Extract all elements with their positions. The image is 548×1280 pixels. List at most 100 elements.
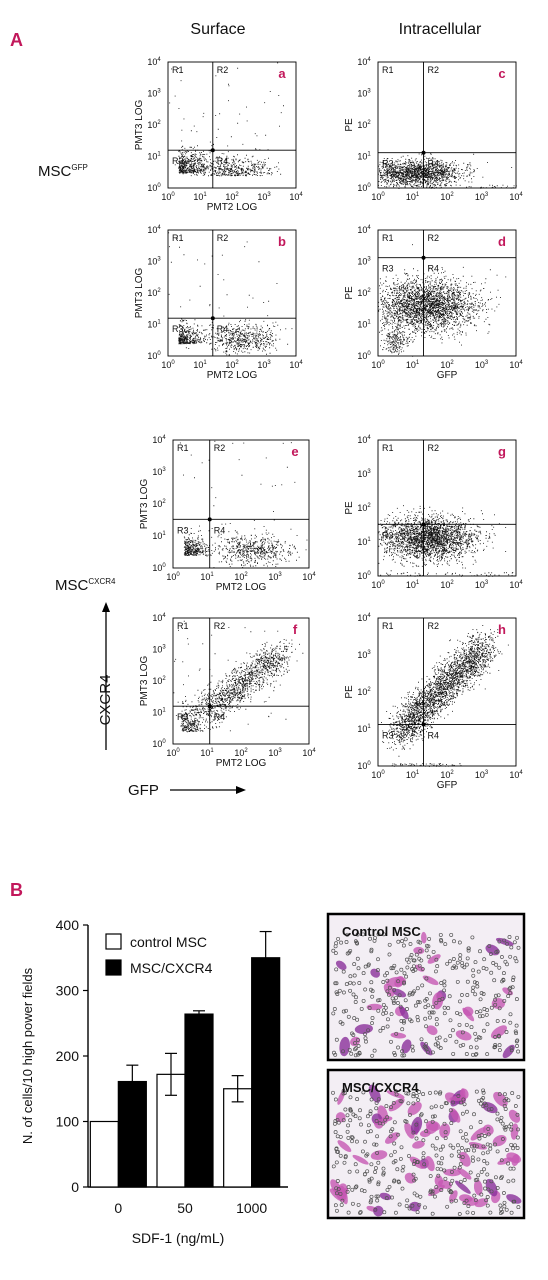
x-tick-label: 104	[509, 360, 523, 370]
stained-cell	[426, 1025, 438, 1036]
y-axis-label: PMT3 LOG	[134, 268, 145, 319]
panel-letter-c: c	[498, 66, 505, 81]
x-tick-exponent: 4	[519, 580, 523, 586]
stained-cell	[338, 1183, 348, 1195]
stained-cell	[339, 1036, 350, 1057]
quadrant-label-r1: R1	[172, 233, 184, 243]
x-tick-exponent: 0	[381, 770, 385, 776]
x-tick-exponent: 3	[278, 572, 282, 578]
y-tick-label: 101	[147, 320, 161, 330]
x-axis-label: GFP	[437, 780, 458, 791]
quadrant-label-r2: R2	[214, 621, 226, 631]
x-tick-exponent: 1	[416, 360, 420, 366]
y-tick-exponent: 2	[367, 120, 371, 126]
y-tick-exponent: 4	[367, 225, 371, 231]
y-tick-label: 104	[357, 435, 371, 445]
x-tick-exponent: 1	[210, 748, 214, 754]
scatter-dots	[378, 153, 517, 189]
y-tick-exponent: 4	[162, 613, 166, 619]
stained-cell	[385, 1132, 400, 1144]
x-tick-label: 100	[371, 580, 385, 590]
x-tick-exponent: 1	[416, 580, 420, 586]
x-tick-exponent: 1	[416, 192, 420, 198]
migration-bar-chart: 0 100 200 300 400 N. of cells/10 high power f…	[20, 917, 288, 1246]
x-tick-label: 102	[234, 572, 248, 582]
x-tick-label: 100	[166, 572, 180, 582]
quadrant-label-r2: R2	[428, 65, 440, 75]
y-tick-label: 104	[147, 57, 161, 67]
x-tick-label: 100	[371, 192, 385, 202]
y-tick-label: 101	[357, 152, 371, 162]
y-tick-label: 103	[357, 89, 371, 99]
stained-cell	[407, 1101, 422, 1116]
y-tick-exponent: 4	[367, 435, 371, 441]
x-tick-label: 102	[440, 770, 454, 780]
y-tick-label: 101	[357, 320, 371, 330]
quadrant-label-r3: R3	[172, 324, 184, 334]
legend-label-cxcr4: MSC/CXCR4	[130, 960, 213, 976]
quadrant-label-r2: R2	[428, 621, 440, 631]
y-tick-label: 102	[357, 687, 371, 697]
quadrant-label-r3: R3	[177, 712, 189, 722]
x-tick-label: 101	[193, 360, 207, 370]
plot-frame	[377, 439, 517, 577]
x-tick-label: 102	[225, 360, 239, 370]
x-tick-label: 104	[289, 192, 303, 202]
row-label-msc-gfp-sup: GFP	[71, 163, 87, 172]
x-tick-label: 103	[257, 192, 271, 202]
y-tick-label: 300	[56, 983, 80, 999]
x-tick-exponent: 0	[381, 360, 385, 366]
bar-cxcr4-0	[117, 1080, 147, 1188]
quadrant-label-r4: R4	[428, 731, 440, 741]
x-tick-exponent: 1	[416, 770, 420, 776]
stained-cell	[455, 1030, 472, 1041]
y-axis-label: PMT3 LOG	[139, 479, 150, 530]
x-tick-exponent: 0	[381, 580, 385, 586]
y-tick-label: 100	[147, 183, 161, 193]
stained-cell	[427, 954, 441, 964]
x-axis-label: PMT2 LOG	[207, 370, 258, 381]
stained-cell	[502, 987, 513, 996]
x-tick-label: 102	[440, 360, 454, 370]
x-tick-label: 103	[475, 580, 489, 590]
quadrant-label-r4: R4	[214, 525, 226, 535]
panel-letter-a: a	[278, 66, 286, 81]
quadrant-label-r3: R3	[382, 159, 394, 169]
bar-control-0	[89, 1120, 119, 1188]
quadrant-label-r3: R3	[382, 530, 394, 540]
stained-cell	[383, 983, 395, 997]
stained-cell	[470, 1127, 486, 1141]
stained-cell	[352, 1154, 369, 1165]
y-tick-label: 104	[152, 613, 166, 623]
stained-cell	[510, 1123, 519, 1140]
micrograph-cxcr4: MSC/CXCR4	[326, 1068, 526, 1220]
x-tick-label: 104	[289, 360, 303, 370]
x-tick-exponent: 3	[267, 192, 271, 198]
y-tick-label: 103	[147, 89, 161, 99]
x-tick-exponent: 2	[450, 192, 454, 198]
stained-cell	[462, 1006, 474, 1016]
stained-cell	[450, 1108, 461, 1123]
quadrant-label-r1: R1	[177, 621, 189, 631]
y-axis-label: N. of cells/10 high power fields	[20, 967, 35, 1144]
row-label-msc-cxcr4-sup: CXCR4	[88, 577, 116, 586]
y-tick-exponent: 0	[367, 761, 371, 767]
y-tick-label: 101	[147, 152, 161, 162]
y-tick-label: 100	[56, 1114, 80, 1130]
y-tick-exponent: 0	[367, 351, 371, 357]
y-axis-label: PMT3 LOG	[139, 656, 150, 707]
y-tick-label: 101	[152, 531, 166, 541]
legend-swatch-cxcr4	[105, 959, 122, 976]
membrane-pores	[331, 1088, 521, 1216]
stained-cell	[414, 964, 425, 972]
y-axis-label: PE	[344, 286, 355, 300]
row-label-msc-gfp: MSCGFP	[38, 163, 88, 180]
y-tick-exponent: 0	[162, 739, 166, 745]
y-tick-exponent: 2	[162, 676, 166, 682]
row-label-msc-cxcr4-main: MSC	[55, 577, 89, 594]
x-axis-label: PMT2 LOG	[207, 202, 258, 213]
